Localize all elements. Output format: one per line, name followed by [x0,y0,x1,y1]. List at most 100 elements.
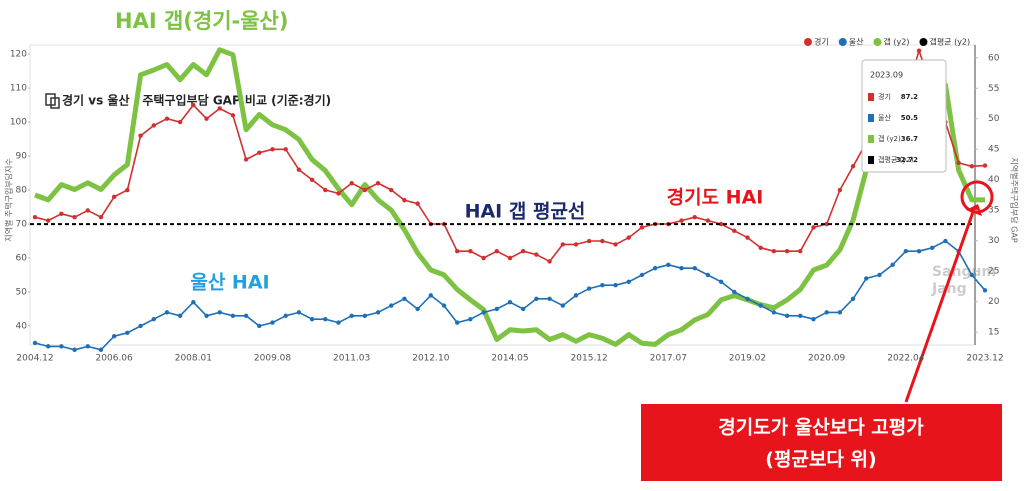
point [560,242,565,247]
y-tick-label: 110 [10,84,27,94]
point [626,279,631,284]
tooltip: 2023.09 경기 87.2 울산 50.5 갭 (y2) 36.7 갭평균 (y2)32… [861,59,947,173]
point [428,293,434,298]
point [679,218,684,223]
point [560,303,565,308]
point [718,279,724,284]
point [59,211,64,217]
point [283,313,288,318]
point [32,215,38,220]
y2-tick-label: 35 [988,206,999,216]
point [705,272,711,278]
point [270,147,275,152]
point [798,249,803,254]
point [890,262,895,268]
point [389,303,394,308]
y2-tick-label: 20 [988,297,1000,307]
point [323,316,328,322]
point [969,164,975,169]
tooltip-name: 울산 [878,113,891,122]
point [323,187,328,193]
point [85,344,90,349]
tooltip-title: 2023.09 [870,71,903,80]
point [270,320,275,325]
series-line [34,49,986,263]
point [389,187,394,193]
x-tick-label: 2004.12 [16,354,53,364]
point [283,147,288,152]
legend-label: 울산 [849,37,864,47]
point [204,313,209,318]
point [732,228,737,234]
callout-text: (평균보다 위) [765,449,876,471]
y2-tick-label: 45 [988,145,999,155]
point [191,102,196,108]
point [639,225,645,230]
point [111,194,117,200]
point [177,119,183,125]
annotation: 울산 HAI [190,272,269,294]
point [692,266,697,271]
point [164,310,170,315]
x-tick-label: 2008.01 [175,354,212,364]
point [455,249,460,254]
point [811,316,816,322]
y2-tick-label: 50 [988,114,1000,124]
point [520,306,526,312]
point [586,238,592,244]
legend-label: 경기 [814,37,829,47]
point [494,306,500,312]
point [520,249,526,254]
y-tick-label: 80 [16,186,28,196]
point [705,218,711,223]
point [336,320,341,325]
tooltip-swatch [868,135,874,143]
x-tick-label: 2009.08 [254,354,291,364]
chart-title: 경기 vs 울산 · 주택구입부담 GAP 비교 (기준:경기) [62,93,331,108]
point [626,235,631,240]
y2-tick-label: 25 [988,267,999,277]
point [481,310,486,315]
y2-axis-title: 지역별주택구입부담 GAP [1010,157,1020,242]
legend-swatch [919,38,928,46]
point [784,249,790,254]
point [164,116,170,121]
point [72,347,77,352]
point [547,296,552,301]
callout-box [641,404,1002,481]
x-tick-label: 2017.07 [650,354,687,364]
point [309,177,315,183]
point [811,225,816,230]
point [507,299,513,305]
point [296,310,302,315]
point [494,249,500,254]
point [850,164,856,169]
point [402,296,407,301]
point [600,282,605,288]
y-tick-label: 90 [16,152,28,162]
point [943,238,948,244]
y2-tick-label: 55 [988,84,999,94]
point [204,116,209,121]
point [191,299,196,305]
y-tick-label: 120 [10,50,27,60]
tooltip-name: 경기 [878,92,891,101]
point [217,106,222,111]
point [243,313,249,318]
point [982,163,988,168]
x-tick-label: 2011.03 [333,354,370,364]
tooltip-value: 32.72 [896,156,918,164]
point [415,201,420,206]
point [309,316,315,322]
point [125,187,130,193]
x-tick-label: 2023.12 [966,354,1003,364]
y-axis-title: 지역별 주택구입부담지수 [4,158,14,242]
point [679,266,684,271]
tooltip-name: 갭 (y2) [878,135,901,143]
point [613,282,618,288]
y-tick-label: 40 [16,321,28,331]
point [468,249,473,254]
point [45,218,51,223]
tooltip-box [861,59,947,173]
